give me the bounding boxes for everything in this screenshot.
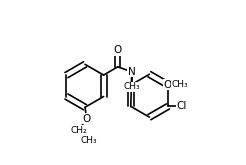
Text: CH₃: CH₃ (171, 81, 188, 89)
Text: O: O (83, 114, 91, 124)
Text: CH₃: CH₃ (123, 82, 140, 91)
Text: O: O (164, 80, 172, 90)
Text: CH₃: CH₃ (80, 136, 97, 145)
Text: CH₂: CH₂ (70, 126, 87, 135)
Text: Cl: Cl (177, 101, 187, 111)
Text: N: N (128, 67, 136, 77)
Text: O: O (113, 45, 122, 55)
